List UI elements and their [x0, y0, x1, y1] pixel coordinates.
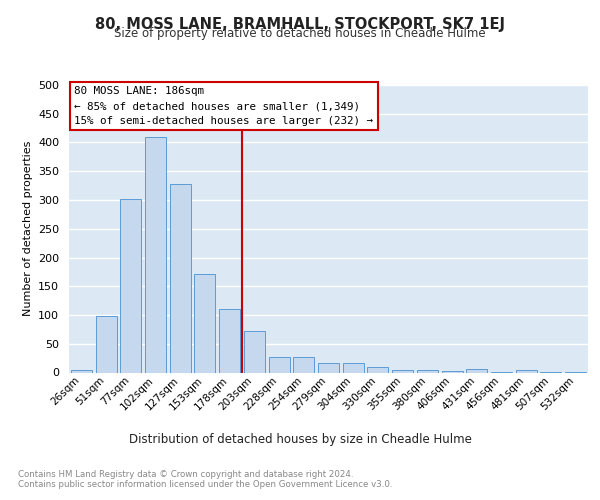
Bar [442, 371, 463, 372]
Bar [95, 316, 116, 372]
Bar [269, 357, 290, 372]
Bar [219, 309, 240, 372]
Bar [293, 357, 314, 372]
Bar [170, 184, 191, 372]
Bar [145, 136, 166, 372]
Bar [318, 362, 339, 372]
Bar [466, 369, 487, 372]
Bar [71, 370, 92, 372]
Text: Size of property relative to detached houses in Cheadle Hulme: Size of property relative to detached ho… [114, 28, 486, 40]
Bar [392, 370, 413, 372]
Text: 80, MOSS LANE, BRAMHALL, STOCKPORT, SK7 1EJ: 80, MOSS LANE, BRAMHALL, STOCKPORT, SK7 … [95, 18, 505, 32]
Bar [367, 368, 388, 372]
Bar [244, 331, 265, 372]
Text: Distribution of detached houses by size in Cheadle Hulme: Distribution of detached houses by size … [128, 432, 472, 446]
Text: 80 MOSS LANE: 186sqm
← 85% of detached houses are smaller (1,349)
15% of semi-de: 80 MOSS LANE: 186sqm ← 85% of detached h… [74, 86, 373, 126]
Text: Contains public sector information licensed under the Open Government Licence v3: Contains public sector information licen… [18, 480, 392, 489]
Y-axis label: Number of detached properties: Number of detached properties [23, 141, 32, 316]
Bar [417, 370, 438, 372]
Bar [343, 362, 364, 372]
Bar [120, 199, 141, 372]
Bar [516, 370, 537, 372]
Bar [194, 274, 215, 372]
Text: Contains HM Land Registry data © Crown copyright and database right 2024.: Contains HM Land Registry data © Crown c… [18, 470, 353, 479]
